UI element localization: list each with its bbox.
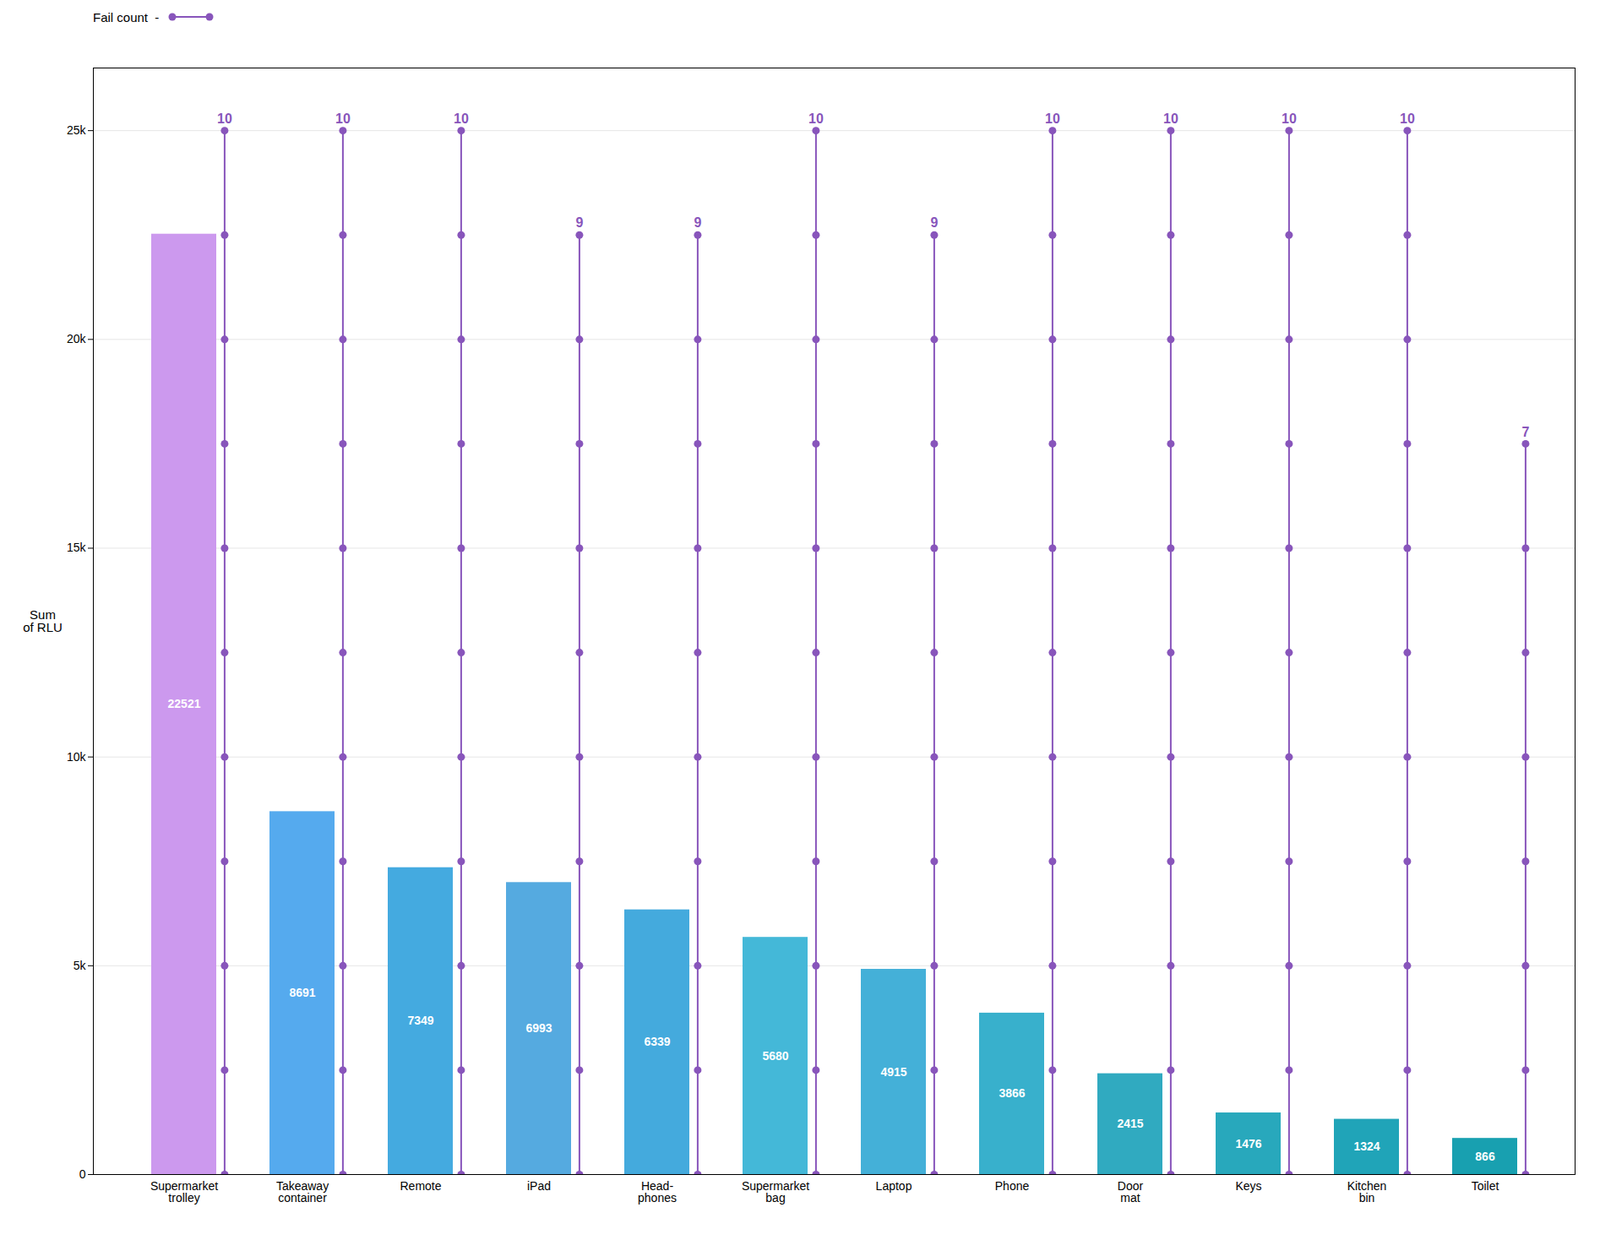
svg-text:Kitchenbin: Kitchenbin <box>1347 1179 1388 1205</box>
svg-text:Head-phones: Head-phones <box>637 1179 677 1205</box>
svg-text:1324: 1324 <box>1353 1139 1380 1154</box>
svg-text:Supermarkettrolley: Supermarkettrolley <box>150 1179 218 1205</box>
svg-text:20k: 20k <box>66 331 88 346</box>
svg-text:5680: 5680 <box>761 1049 789 1063</box>
html-text:Fail count -: Fail count - <box>92 9 160 25</box>
svg-text:3866: 3866 <box>998 1086 1025 1100</box>
svg-text:10: 10 <box>335 111 351 126</box>
svg-text:10: 10 <box>1044 111 1061 126</box>
svg-text:1476: 1476 <box>1235 1136 1262 1150</box>
svg-text:Phone: Phone <box>995 1179 1030 1193</box>
svg-text:10k: 10k <box>66 750 88 764</box>
svg-text:866: 866 <box>1474 1149 1496 1164</box>
svg-text:0: 0 <box>79 1167 87 1181</box>
svg-text:22521: 22521 <box>168 696 202 711</box>
svg-text:8691: 8691 <box>288 985 316 1000</box>
svg-text:iPad: iPad <box>527 1179 551 1193</box>
svg-text:10: 10 <box>808 111 824 126</box>
svg-text:Toilet: Toilet <box>1471 1179 1500 1193</box>
svg-text:10: 10 <box>1399 111 1415 126</box>
svg-text:10: 10 <box>1163 111 1179 126</box>
svg-text:Sumof RLU: Sumof RLU <box>22 607 63 635</box>
svg-text:Doormat: Doormat <box>1117 1179 1144 1205</box>
svg-text:Takeawaycontainer: Takeawaycontainer <box>276 1179 329 1205</box>
svg-text:9: 9 <box>693 215 702 230</box>
svg-text:6993: 6993 <box>525 1021 552 1035</box>
svg-text:Supermarketbag: Supermarketbag <box>741 1179 810 1205</box>
svg-text:25k: 25k <box>66 123 88 137</box>
svg-text:9: 9 <box>930 215 938 230</box>
svg-text:4915: 4915 <box>880 1064 907 1078</box>
svg-text:Keys: Keys <box>1235 1179 1262 1193</box>
svg-text:10: 10 <box>453 111 469 126</box>
svg-text:Remote: Remote <box>399 1179 441 1193</box>
svg-text:6339: 6339 <box>643 1034 670 1049</box>
svg-text:10: 10 <box>1281 111 1297 126</box>
svg-text:7349: 7349 <box>407 1013 434 1028</box>
svg-text:5k: 5k <box>73 958 88 973</box>
svg-text:7: 7 <box>1521 424 1530 440</box>
svg-text:Laptop: Laptop <box>876 1179 913 1193</box>
svg-text:9: 9 <box>575 215 583 230</box>
svg-text:15k: 15k <box>66 540 88 555</box>
svg-text:2415: 2415 <box>1116 1116 1143 1131</box>
svg-text:10: 10 <box>217 111 233 126</box>
